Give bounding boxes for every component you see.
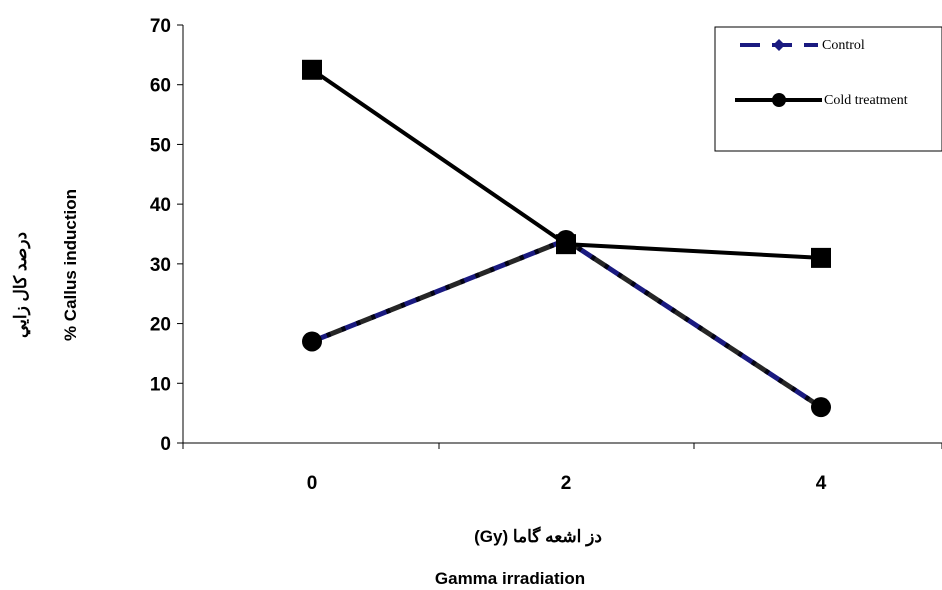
cold-treatment-point xyxy=(302,59,322,80)
y-tick-label: 20 xyxy=(150,315,171,336)
y-ticks: 0 10 20 30 40 50 60 70 xyxy=(150,16,183,455)
cold-treatment-point xyxy=(811,247,831,268)
x-axis-title-fa: دز اشعه گاما (Gy) xyxy=(474,526,602,547)
x-tick-label: 0 xyxy=(307,473,318,494)
legend-cold-marker xyxy=(772,93,786,107)
legend-control-marker xyxy=(773,39,785,51)
x-ticks: 0 2 4 xyxy=(182,443,942,494)
legend-box xyxy=(714,26,942,152)
series-layer xyxy=(302,59,831,418)
series-line-control xyxy=(311,237,823,410)
overlay-point xyxy=(556,229,576,250)
overlay-point xyxy=(811,397,831,418)
x-axis-title: Gamma irradiation xyxy=(435,569,585,588)
overlay-point xyxy=(302,331,322,352)
y-axis-title: % Callus induction xyxy=(61,189,80,341)
series-line-overlay xyxy=(311,237,823,410)
axes xyxy=(182,25,942,444)
x-tick-label: 2 xyxy=(561,473,572,494)
y-tick-label: 50 xyxy=(150,135,171,156)
legend-label-control: Control xyxy=(822,38,865,53)
legend: Control Cold treatment xyxy=(714,26,942,152)
x-tick-label: 4 xyxy=(816,473,827,494)
y-axis-title-fa: درصد کال زایي xyxy=(11,232,31,338)
legend-label-cold: Cold treatment xyxy=(824,93,908,108)
y-tick-label: 0 xyxy=(160,434,171,455)
y-tick-label: 10 xyxy=(150,374,171,395)
y-tick-label: 70 xyxy=(150,16,171,37)
y-tick-label: 30 xyxy=(150,255,171,276)
y-tick-label: 40 xyxy=(150,195,171,216)
y-tick-label: 60 xyxy=(150,76,171,97)
